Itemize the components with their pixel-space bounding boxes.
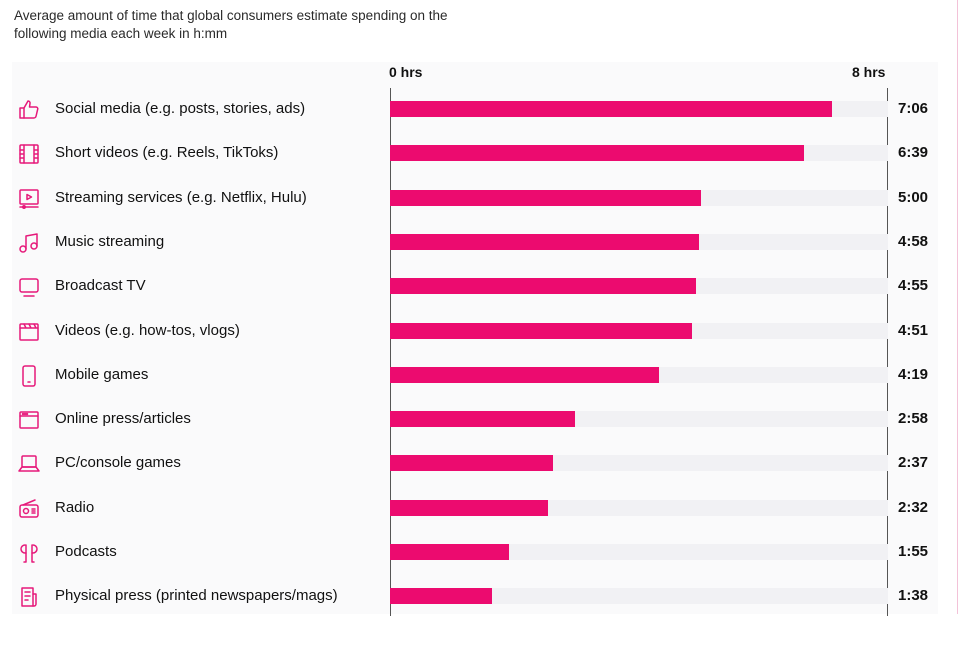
bar-row: Podcasts 1:55	[12, 531, 938, 575]
category-label: Broadcast TV	[55, 277, 146, 295]
value-label: 7:06	[898, 100, 929, 117]
bar	[390, 189, 702, 206]
browser-window-icon	[17, 408, 41, 432]
tv-icon	[17, 275, 41, 299]
laptop-icon	[17, 452, 41, 476]
right-edge-divider	[957, 0, 958, 614]
bar	[390, 411, 575, 428]
category-label: Radio	[55, 498, 95, 516]
value-label: 4:19	[898, 365, 929, 383]
category-label: Music streaming	[55, 232, 165, 250]
value-label: 5:00	[898, 188, 929, 206]
bar	[390, 322, 692, 339]
mobile-phone-icon	[17, 364, 41, 388]
category-label: Videos (e.g. how-tos, vlogs)	[55, 321, 240, 339]
axis-max-label: 8 hrs	[852, 64, 886, 80]
category-label: Physical press (printed newspapers/mags)	[55, 587, 338, 605]
value-label: 2:32	[898, 498, 929, 516]
category-label: Streaming services (e.g. Netflix, Hulu)	[55, 188, 307, 206]
value-label: 6:39	[898, 144, 929, 162]
chart-subtitle: Average amount of time that global consu…	[14, 8, 448, 41]
bar-row: Social media (e.g. posts, stories, ads) 7…	[12, 88, 938, 132]
bar-row: Online press/articles 2:58	[12, 398, 938, 442]
value-label: 4:55	[898, 277, 929, 295]
value-label: 1:38	[898, 587, 929, 605]
bar-row: Physical press (printed newspapers/mags)…	[12, 575, 938, 619]
bar-row: Streaming services (e.g. Netflix, Hulu) 5…	[12, 177, 938, 221]
bar	[390, 278, 697, 295]
axis-zero-line	[390, 88, 391, 616]
value-label: 2:58	[898, 410, 929, 428]
bar	[390, 233, 700, 250]
bar	[390, 588, 492, 605]
category-label: Podcasts	[55, 543, 117, 560]
bar-row: Music streaming 4:58	[12, 221, 938, 265]
category-label: Short videos (e.g. Reels, TikToks)	[55, 144, 279, 162]
bar	[390, 145, 804, 162]
bar	[390, 455, 553, 472]
value-label: 2:37	[898, 454, 929, 472]
bar-row: PC/console games 2:37	[12, 442, 938, 486]
newspaper-icon	[17, 585, 41, 609]
music-note-icon	[17, 231, 41, 255]
category-label: Social media (e.g. posts, stories, ads)	[55, 100, 306, 117]
bar-track	[390, 544, 888, 560]
bar-row: Videos (e.g. how-tos, vlogs) 4:51	[12, 310, 938, 354]
thumbs-up-icon	[17, 98, 41, 122]
axis-min-label: 0 hrs	[389, 64, 423, 80]
bar	[390, 499, 548, 516]
bar-row: Mobile games 4:19	[12, 354, 938, 398]
value-label: 1:55	[898, 543, 929, 560]
bar-row: Short videos (e.g. Reels, TikToks) 6:39	[12, 132, 938, 176]
bar-track	[390, 588, 888, 605]
film-strip-icon	[17, 142, 41, 166]
category-label: Mobile games	[55, 365, 149, 383]
value-label: 4:51	[898, 321, 929, 339]
bar-row: Radio 2:32	[12, 487, 938, 531]
radio-icon	[17, 497, 41, 521]
category-label: Online press/articles	[55, 410, 191, 428]
value-label: 4:58	[898, 232, 929, 250]
bar	[390, 101, 832, 117]
category-label: PC/console games	[55, 454, 181, 472]
video-clapper-icon	[17, 320, 41, 344]
earbuds-icon	[17, 541, 41, 565]
axis-max-line	[887, 88, 888, 616]
bar-row: Broadcast TV 4:55	[12, 265, 938, 309]
bar	[390, 366, 659, 383]
bar	[390, 544, 510, 560]
play-screen-icon	[17, 187, 41, 211]
